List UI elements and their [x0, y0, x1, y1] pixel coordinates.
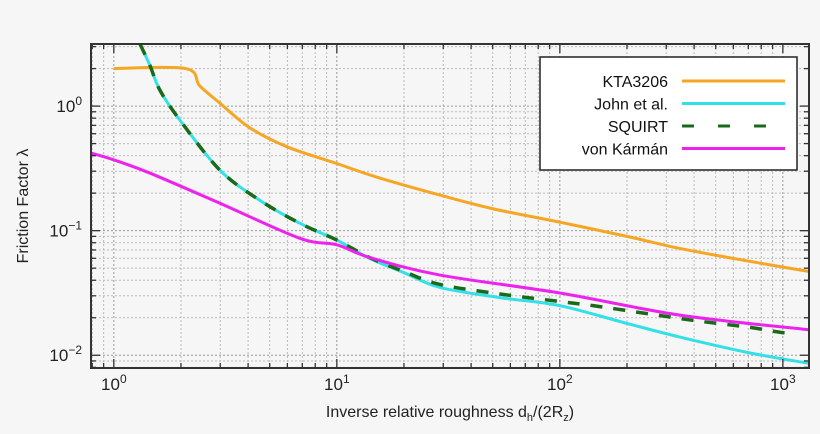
legend-label: von Kármán: [582, 142, 668, 159]
ticks: 100 101 102 103 100 10−1 10−2: [49, 44, 809, 394]
x-tick-label: 103: [770, 372, 796, 394]
y-tick-label: 100: [56, 94, 82, 116]
x-tick-label: 100: [101, 372, 127, 394]
legend-box: [539, 56, 798, 171]
legend: KTA3206 John et al. SQUIRT von Kármán: [539, 56, 798, 171]
legend-label: John et al.: [594, 97, 668, 114]
series-lines: [91, 44, 809, 365]
series-kta3206: [113, 65, 809, 273]
x-axis-label: Inverse relative roughness dh/(2Rz): [326, 404, 574, 424]
y-axis-label: Friction Factor λ: [15, 149, 32, 264]
legend-label: KTA3206: [602, 74, 668, 91]
y-tick-label: 10−1: [49, 219, 82, 241]
x-tick-label: 101: [324, 372, 350, 394]
plot-frame: [90, 43, 810, 369]
series-von-k-rm-n: [91, 151, 809, 332]
x-tick-label: 102: [547, 372, 573, 394]
y-tick-label: 10−2: [49, 343, 82, 365]
legend-label: SQUIRT: [608, 119, 668, 136]
